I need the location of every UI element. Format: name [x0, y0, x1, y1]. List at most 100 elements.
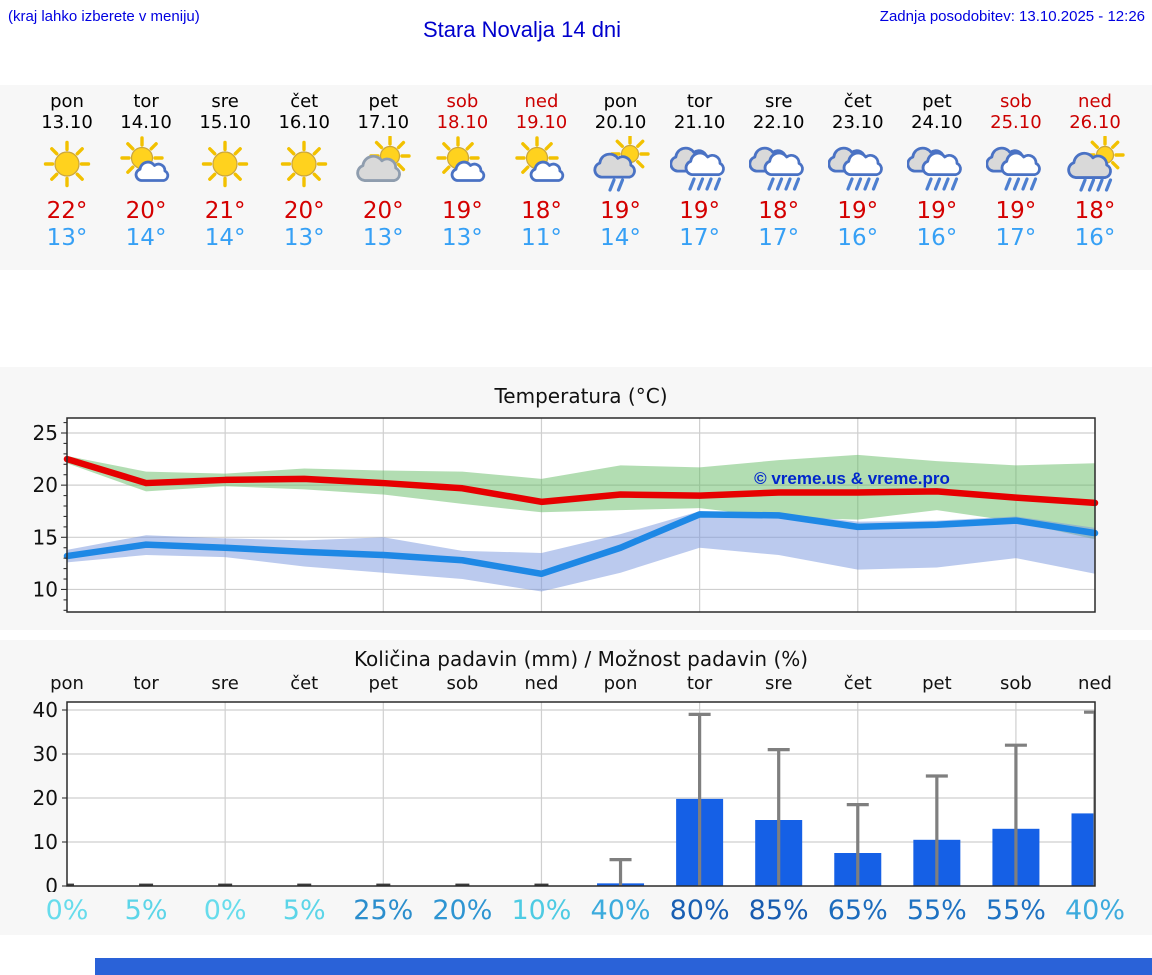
forecast-day: tor 21.10 19° 17° — [660, 85, 739, 252]
precip-zero-mark — [376, 883, 391, 886]
precip-zero-mark — [67, 883, 74, 886]
sunny-icon — [201, 140, 249, 188]
min-temp-label: 17° — [995, 225, 1037, 251]
min-temp-label: 13° — [362, 225, 404, 251]
precip-day-label: pet — [922, 673, 952, 694]
day-name-label: pet — [922, 91, 952, 112]
precip-day-label: tor — [133, 673, 159, 694]
precip-day-label: pet — [368, 673, 399, 694]
precip-probability-label: 5% — [282, 895, 326, 926]
max-temp-label: 18° — [521, 198, 562, 224]
day-date-label: 23.10 — [832, 112, 884, 133]
day-name-label: sre — [211, 91, 239, 112]
day-date-label: 18.10 — [436, 112, 489, 133]
page-title: Stara Novalja 14 dni — [422, 17, 622, 42]
precip-probability-label: 55% — [906, 895, 967, 926]
rain-icon — [827, 146, 883, 191]
day-name-label: čet — [290, 91, 319, 112]
day-name-label: ned — [1078, 91, 1112, 112]
max-temp-label: 19° — [995, 198, 1037, 224]
forecast-day: pon 20.10 19° 14° — [581, 85, 660, 252]
precip-probability-label: 55% — [985, 895, 1046, 926]
forecast-day: čet 16.10 20° 13° — [265, 85, 344, 252]
forecast-day: čet 23.10 19° 16° — [818, 85, 897, 252]
day-date-label: 13.10 — [41, 112, 93, 133]
forecast-day: ned 26.10 18° 16° — [1056, 85, 1135, 252]
day-date-label: 20.10 — [594, 112, 647, 133]
precip-zero-mark — [534, 883, 549, 886]
max-temp-label: 19° — [916, 198, 958, 224]
precip-y-tick-label: 20 — [33, 786, 58, 810]
precip-day-label: tor — [686, 673, 713, 694]
max-temp-label: 20° — [362, 198, 404, 224]
day-date-label: 25.10 — [990, 112, 1042, 133]
sunny-icon — [281, 140, 328, 188]
precip-day-label: ned — [1078, 673, 1112, 694]
temp-y-tick-label: 15 — [33, 525, 58, 549]
min-temp-label: 14° — [204, 225, 246, 251]
min-temp-label: 13° — [441, 225, 483, 251]
partly-cloudy-icon — [356, 136, 411, 182]
forecast-day: ned 19.10 18° 11° — [502, 85, 581, 252]
max-temp-label: 18° — [758, 198, 800, 224]
precip-probability-label: 0% — [45, 895, 89, 926]
mostly-sunny-icon — [515, 136, 565, 182]
day-name-label: pon — [603, 91, 638, 112]
precip-zero-mark — [218, 883, 233, 886]
rain-icon — [985, 146, 1041, 191]
min-temp-label: 14° — [125, 225, 167, 251]
forecast-day: tor 14.10 20° 14° — [107, 85, 186, 252]
min-temp-label: 17° — [679, 225, 720, 251]
day-date-label: 15.10 — [199, 112, 251, 133]
day-date-label: 17.10 — [357, 112, 410, 133]
precip-zero-mark — [455, 883, 470, 886]
tmax-line — [63, 455, 1099, 507]
temp-y-tick-label: 10 — [33, 577, 58, 601]
day-name-label: pet — [368, 91, 399, 112]
forecast-day: sob 25.10 19° 17° — [976, 85, 1055, 252]
min-temp-label: 14° — [600, 225, 641, 251]
max-temp-label: 19° — [679, 198, 720, 224]
day-name-label: sre — [764, 91, 793, 112]
day-date-label: 16.10 — [278, 112, 330, 133]
day-date-label: 14.10 — [120, 112, 172, 133]
forecast-day: sob 18.10 19° 13° — [423, 85, 502, 252]
precipitation-chart-title: Količina padavin (mm) / Možnost padavin … — [353, 647, 809, 671]
precip-probability-label: 40% — [1064, 895, 1125, 926]
day-date-label: 21.10 — [673, 112, 726, 133]
precip-day-label: pon — [50, 673, 84, 694]
tmin-band — [67, 511, 1095, 592]
precip-zero-mark — [139, 883, 154, 886]
precip-y-tick-label: 0 — [45, 874, 58, 892]
rain-icon — [906, 146, 962, 191]
forecast-day: pon 13.10 22° 13° — [28, 85, 107, 252]
precip-probability-label: 80% — [669, 895, 730, 926]
precip-day-label: pon — [603, 673, 638, 694]
min-temp-label: 13° — [283, 225, 325, 251]
forecast-strip: pon 13.10 22° 13° tor 14.10 20° 14° sre 15.10 21° 1… — [0, 85, 1152, 270]
precip-day-label: sob — [446, 673, 479, 694]
precip-probability-label: 40% — [590, 895, 651, 926]
precip-zero-mark — [297, 883, 312, 886]
watermark: © vreme.us & vreme.pro — [754, 469, 950, 488]
day-name-label: sob — [446, 91, 479, 112]
max-temp-label: 22° — [46, 198, 88, 224]
day-name-label: čet — [843, 91, 872, 112]
temperature-chart-title: Temperatura (°C) — [494, 384, 668, 408]
precip-probability-label: 10% — [511, 895, 572, 926]
max-temp-label: 19° — [441, 198, 483, 224]
day-date-label: 19.10 — [515, 112, 568, 133]
last-updated-label: Zadnja posodobitev: 13.10.2025 - 12:26 — [879, 8, 1145, 25]
precip-probability-label: 0% — [203, 895, 247, 926]
day-date-label: 22.10 — [752, 112, 805, 133]
mostly-sunny-icon — [436, 136, 486, 182]
precip-day-label: sre — [764, 673, 793, 694]
min-temp-label: 17° — [758, 225, 800, 251]
min-temp-label: 13° — [46, 225, 88, 251]
max-temp-label: 19° — [600, 198, 641, 224]
precip-probability-label: 5% — [124, 895, 168, 926]
rain-icon — [748, 146, 804, 191]
day-name-label: ned — [524, 91, 559, 112]
forecast-day: pet 24.10 19° 16° — [897, 85, 976, 252]
